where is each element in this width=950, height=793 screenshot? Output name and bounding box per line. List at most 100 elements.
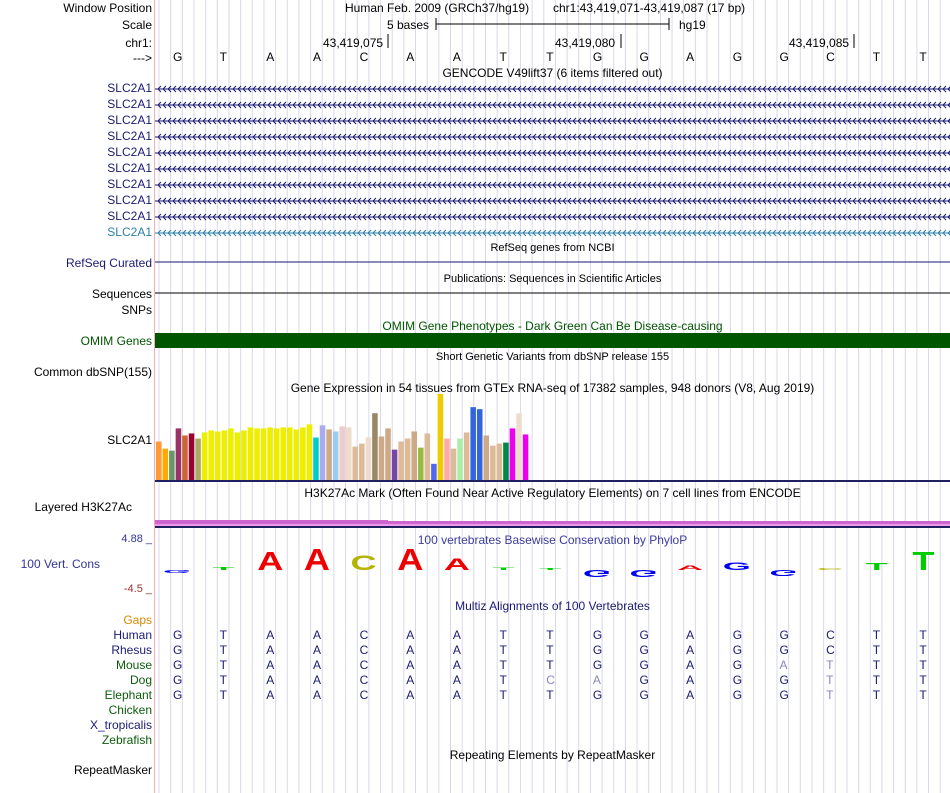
- repeat-track-title: Repeating Elements by RepeatMasker: [449, 748, 656, 762]
- svg-text:G: G: [723, 560, 751, 573]
- phylop-logo[interactable]: GT A A C A A T T G G A GG C T T: [155, 543, 950, 579]
- alignment-base: T: [919, 688, 927, 702]
- gtex-tissue-bar: [201, 432, 208, 480]
- gencode-transcript-label[interactable]: SLC2A1: [107, 177, 152, 191]
- svg-text:C: C: [817, 568, 843, 571]
- species-label[interactable]: Human: [113, 628, 152, 642]
- sequences-track-label[interactable]: Sequences: [91, 287, 152, 301]
- gencode-transcript-label[interactable]: SLC2A1: [107, 225, 152, 239]
- gencode-transcript-label[interactable]: SLC2A1: [107, 81, 152, 95]
- gtex-tissue-bar: [319, 425, 326, 480]
- gencode-transcript-label[interactable]: SLC2A1: [107, 193, 152, 207]
- gtex-tissue-bar: [378, 436, 385, 480]
- alignment-base: A: [686, 688, 695, 702]
- h3k27ac-track-label[interactable]: Layered H3K27Ac: [34, 500, 132, 514]
- gtex-bar-chart[interactable]: [155, 394, 950, 484]
- species-label[interactable]: Elephant: [104, 688, 152, 702]
- reference-base: G: [639, 50, 649, 64]
- alignment-base: C: [359, 673, 369, 687]
- alignment-base: A: [452, 658, 461, 672]
- alignment-base: G: [173, 643, 183, 657]
- dbsnp-track-label[interactable]: Common dbSNP(155): [33, 365, 152, 379]
- alignment-base: T: [872, 643, 881, 657]
- species-label[interactable]: X_tropicalis: [89, 718, 152, 732]
- gencode-gene-models[interactable]: [155, 80, 950, 240]
- alignment-base: T: [919, 628, 927, 642]
- svg-text:A: A: [397, 543, 423, 577]
- gtex-tissue-bar: [404, 438, 411, 480]
- alignment-base: G: [779, 688, 789, 702]
- gtex-tissue-bar: [503, 442, 509, 480]
- alignment-base: G: [592, 643, 603, 657]
- tick-label-2: 43,419,080: [555, 36, 616, 50]
- phylop-base-letter: C: [351, 551, 377, 575]
- gtex-tissue-bar: [476, 409, 483, 480]
- species-label[interactable]: Chicken: [108, 703, 152, 717]
- alignment-base: G: [732, 673, 743, 687]
- gtex-tissue-bar: [457, 438, 463, 480]
- alignment-base: G: [173, 658, 183, 672]
- gencode-transcript-label[interactable]: SLC2A1: [107, 209, 152, 223]
- omim-track-label[interactable]: OMIM Genes: [80, 334, 152, 348]
- gtex-tissue-bar: [287, 427, 293, 480]
- reference-base: T: [546, 50, 554, 64]
- gtex-tissue-bar: [188, 433, 195, 480]
- cons-track-label[interactable]: 100 Vert. Cons: [20, 557, 100, 571]
- dbsnp-track-title: Short Genetic Variants from dbSNP releas…: [435, 351, 670, 363]
- alignment-base: A: [266, 628, 275, 642]
- alignment-base: G: [639, 673, 649, 687]
- alignment-base: T: [919, 658, 927, 672]
- gtex-tissue-bar: [182, 435, 188, 480]
- phylop-base-letter: A: [257, 547, 283, 576]
- gtex-tissue-bar: [431, 463, 437, 480]
- gencode-transcript-label[interactable]: SLC2A1: [107, 145, 152, 159]
- gencode-transcript-label[interactable]: SLC2A1: [107, 129, 152, 143]
- refseq-gene-line[interactable]: [155, 261, 950, 265]
- species-label[interactable]: Rhesus: [111, 643, 152, 657]
- alignment-base: T: [546, 688, 554, 702]
- gtex-tissue-bar: [273, 428, 280, 480]
- species-label[interactable]: Mouse: [115, 658, 152, 672]
- alignment-base: A: [406, 688, 415, 702]
- gencode-transcript-label[interactable]: SLC2A1: [107, 113, 152, 127]
- alignment-base: A: [686, 658, 695, 672]
- reference-base: T: [872, 50, 881, 64]
- h3k27ac-signal[interactable]: [155, 517, 950, 529]
- alignment-base: T: [826, 673, 834, 687]
- alignment-base: C: [359, 658, 369, 672]
- alignment-base: G: [732, 658, 743, 672]
- gtex-tissue-bar: [496, 443, 503, 480]
- phylop-base-letter: C: [817, 568, 843, 571]
- omim-gene-bar[interactable]: [155, 333, 950, 348]
- gtex-gene-label[interactable]: SLC2A1: [107, 433, 152, 447]
- track-label-column: Window Position Scale chr1: ---> SLC2A1 S…: [0, 0, 154, 793]
- species-label[interactable]: Zebrafish: [101, 733, 152, 747]
- omim-track-title: OMIM Gene Phenotypes - Dark Green Can Be…: [382, 319, 723, 333]
- gtex-tissue-bar: [339, 426, 345, 480]
- reference-base: T: [219, 50, 227, 64]
- snps-track-label[interactable]: SNPs: [121, 303, 152, 317]
- chrom-label: chr1:: [125, 36, 152, 50]
- gtex-tissue-bar: [228, 428, 234, 480]
- gencode-transcript-label[interactable]: SLC2A1: [107, 161, 152, 175]
- strand-label: --->: [133, 51, 152, 65]
- refseq-track-label[interactable]: RefSeq Curated: [65, 256, 152, 270]
- alignment-base: C: [826, 643, 835, 657]
- alignment-base: T: [499, 658, 507, 672]
- reference-base: A: [452, 50, 461, 64]
- gencode-transcript-model: [155, 165, 950, 173]
- gencode-transcript-label[interactable]: SLC2A1: [107, 97, 152, 111]
- sequences-line[interactable]: [155, 292, 950, 296]
- track-area[interactable]: Human Feb. 2009 (GRCh37/hg19) chr1:43,41…: [155, 0, 950, 793]
- gtex-tissue-bar: [365, 437, 372, 480]
- alignment-base: A: [452, 688, 461, 702]
- species-label[interactable]: Dog: [129, 673, 152, 687]
- gtex-tissue-bar: [306, 424, 313, 480]
- alignment-base: A: [266, 658, 275, 672]
- reference-base: C: [826, 50, 835, 64]
- repeatmasker-track-label[interactable]: RepeatMasker: [73, 763, 152, 777]
- reference-base: A: [686, 50, 695, 64]
- alignment-base: A: [406, 658, 415, 672]
- reference-base: A: [406, 50, 415, 64]
- pubs-track-title: Publications: Sequences in Scientific Ar…: [443, 273, 662, 285]
